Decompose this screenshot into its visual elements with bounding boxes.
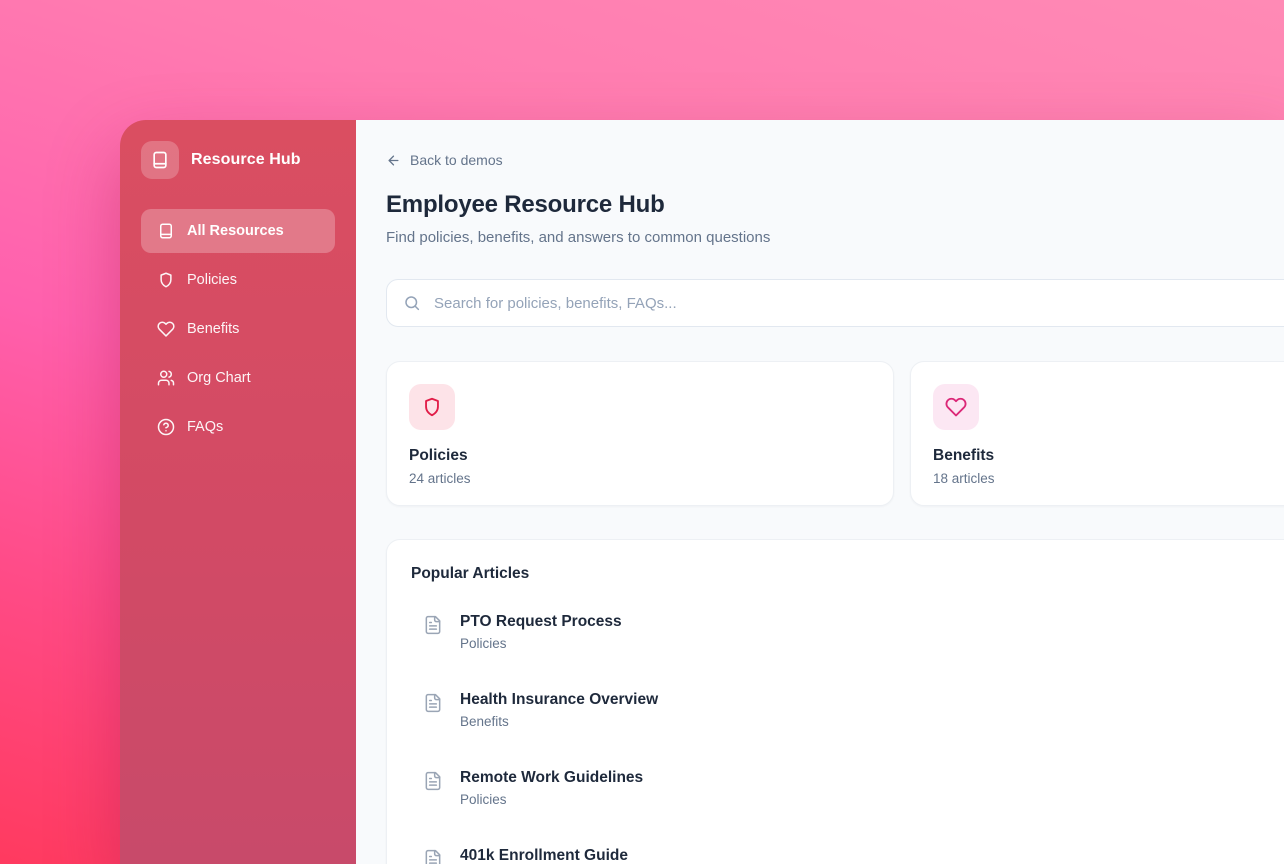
category-cards: Policies 24 articles Benefits 18 article… [386, 361, 1284, 506]
app-logo: Resource Hub [141, 141, 335, 179]
category-card-benefits[interactable]: Benefits 18 articles [910, 361, 1284, 506]
back-link[interactable]: Back to demos [386, 152, 503, 168]
sidebar: Resource Hub All Resources Policies Bene… [120, 120, 356, 864]
book-icon [141, 141, 179, 179]
article-text: Remote Work Guidelines Policies [460, 769, 643, 808]
help-circle-icon [157, 418, 175, 436]
sidebar-item-label: FAQs [187, 419, 224, 435]
file-text-icon [423, 693, 443, 713]
app-window: Resource Hub All Resources Policies Bene… [120, 120, 1284, 864]
category-count: 18 articles [933, 471, 995, 486]
sidebar-item-all-resources[interactable]: All Resources [141, 209, 335, 253]
sidebar-item-label: Benefits [187, 321, 240, 337]
sidebar-item-faqs[interactable]: FAQs [141, 405, 335, 449]
article-row[interactable]: Health Insurance Overview Benefits [411, 691, 1284, 730]
file-text-icon [423, 849, 443, 864]
popular-articles-title: Popular Articles [411, 565, 530, 582]
search-icon [405, 296, 420, 311]
back-link-label: Back to demos [410, 152, 503, 168]
category-card-policies[interactable]: Policies 24 articles [386, 361, 894, 506]
app-title: Resource Hub [191, 151, 301, 168]
book-icon [157, 222, 175, 240]
category-count: 24 articles [409, 471, 471, 486]
sidebar-item-benefits[interactable]: Benefits [141, 307, 335, 351]
sidebar-item-org-chart[interactable]: Org Chart [141, 356, 335, 400]
sidebar-item-label: All Resources [187, 223, 284, 239]
sidebar-nav: All Resources Policies Benefits Org Char… [141, 209, 335, 449]
article-row[interactable]: PTO Request Process Policies [411, 613, 1284, 652]
file-text-icon [423, 771, 443, 791]
sidebar-item-label: Policies [187, 272, 237, 288]
shield-icon [409, 384, 455, 430]
heart-icon [157, 320, 175, 338]
users-icon [157, 369, 175, 387]
sidebar-item-policies[interactable]: Policies [141, 258, 335, 302]
article-category: Benefits [460, 714, 509, 729]
article-title: Remote Work Guidelines [460, 769, 644, 786]
article-title: PTO Request Process [460, 613, 622, 630]
article-category: Policies [460, 792, 507, 807]
search-input[interactable] [432, 293, 1284, 313]
article-text: PTO Request Process Policies [460, 613, 622, 652]
article-row[interactable]: 401k Enrollment Guide [411, 847, 1284, 864]
article-title: Health Insurance Overview [460, 691, 659, 708]
category-title: Benefits [933, 447, 995, 464]
sidebar-item-label: Org Chart [187, 370, 251, 386]
page-title: Employee Resource Hub [386, 191, 665, 218]
article-text: 401k Enrollment Guide [460, 847, 628, 864]
main-content: Back to demos Employee Resource Hub Find… [356, 120, 1284, 864]
arrow-left-icon [386, 153, 401, 168]
page-subtitle: Find policies, benefits, and answers to … [386, 229, 771, 246]
search-bar [386, 279, 1284, 327]
category-title: Policies [409, 447, 468, 464]
article-category: Policies [460, 636, 507, 651]
popular-articles-card: Popular Articles PTO Request Process Pol… [386, 539, 1284, 864]
heart-icon [933, 384, 979, 430]
file-text-icon [423, 615, 443, 635]
article-title: 401k Enrollment Guide [460, 847, 628, 864]
shield-icon [157, 271, 175, 289]
article-text: Health Insurance Overview Benefits [460, 691, 658, 730]
article-row[interactable]: Remote Work Guidelines Policies [411, 769, 1284, 808]
